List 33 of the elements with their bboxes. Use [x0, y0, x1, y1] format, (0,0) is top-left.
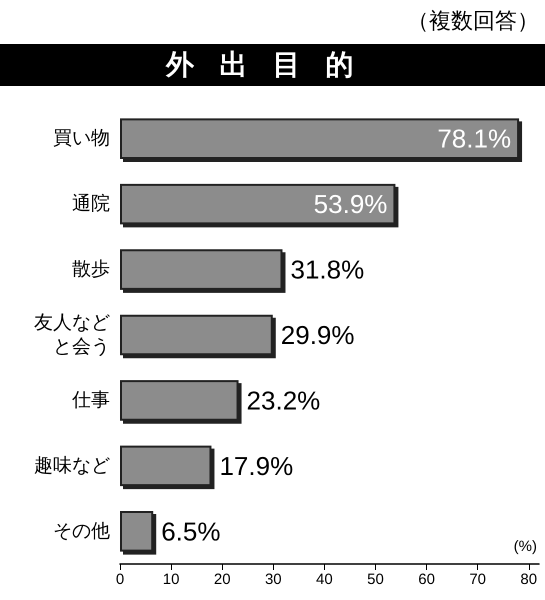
x-tick-label: 60 — [418, 571, 435, 588]
y-tick-label: 趣味など — [34, 455, 110, 476]
data-label: 53.9% — [314, 189, 388, 220]
bar — [120, 249, 282, 290]
y-tick-label: その他 — [53, 520, 110, 542]
y-tick-label: 散歩 — [72, 259, 110, 280]
y-tick-label: 仕事 — [71, 390, 110, 411]
data-label: 17.9% — [219, 450, 294, 481]
data-label: 23.2% — [246, 385, 320, 416]
bar — [120, 118, 520, 159]
bar — [120, 380, 239, 421]
x-tick-label: 50 — [367, 571, 384, 588]
chart-subtitle: （複数回答） — [407, 7, 539, 35]
data-label: 29.9% — [280, 320, 355, 350]
x-tick-label: 80 — [520, 571, 538, 588]
x-tick-label: 70 — [469, 571, 486, 588]
bar — [120, 184, 396, 224]
y-tick-label: 買い物 — [53, 128, 110, 150]
bar — [120, 511, 154, 552]
x-axis-title: (%) — [514, 538, 538, 555]
y-tick-label: 通院 — [72, 194, 110, 215]
bar — [120, 314, 273, 356]
x-tick-label: 20 — [214, 571, 231, 588]
chart-title: 外出目的 — [0, 44, 545, 86]
x-tick-label: 40 — [316, 571, 333, 588]
y-tick-label: 友人などと会う — [34, 312, 110, 358]
bar — [120, 446, 212, 486]
data-label: 6.5% — [161, 516, 220, 546]
x-tick-label: 0 — [116, 571, 124, 588]
data-label: 78.1% — [437, 124, 512, 154]
data-label: 31.8% — [290, 254, 364, 285]
x-tick-label: 30 — [264, 571, 282, 588]
x-tick-label: 10 — [162, 571, 180, 588]
